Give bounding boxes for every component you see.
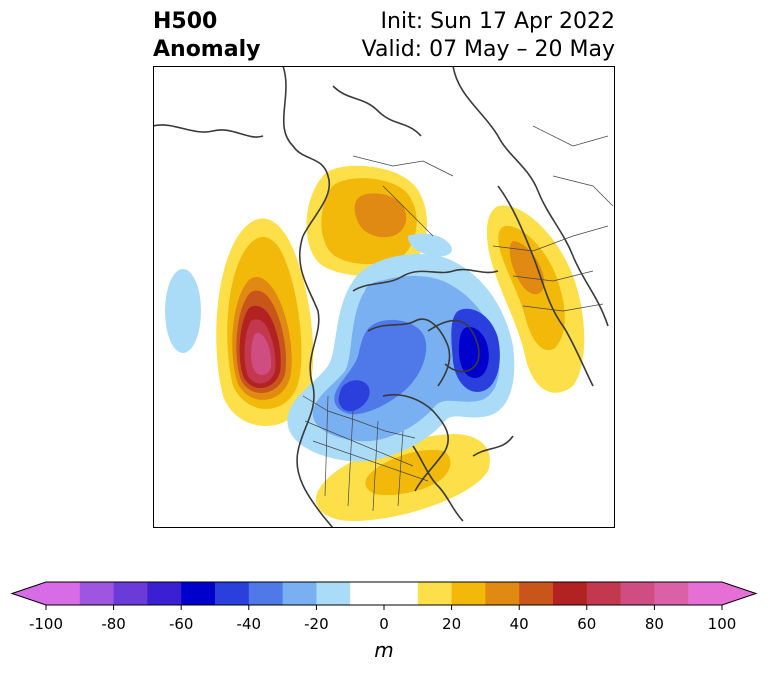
central-pacific-trough <box>165 269 201 353</box>
colorbar-segment <box>519 582 554 605</box>
colorbar-segment <box>485 582 520 605</box>
europe-ridge <box>486 205 585 393</box>
colorbar-segment <box>147 582 182 605</box>
colorbar-segment <box>654 582 689 605</box>
political-borders <box>302 125 614 512</box>
title-left: H500 Anomaly <box>153 8 260 64</box>
colorbar-segment <box>113 582 148 605</box>
title-valid: Valid: 07 May – 20 May <box>361 37 615 62</box>
colorbar-segment <box>215 582 250 605</box>
colorbar: -100 -80 -60 -40 -20 0 20 40 60 80 100 m <box>10 581 758 662</box>
colorbar-segment <box>79 582 115 605</box>
title-variable: H500 <box>153 9 218 34</box>
colorbar-ticks: -100 -80 -60 -40 -20 0 20 40 60 80 100 <box>29 605 736 633</box>
colorbar-tick-label: 80 <box>645 615 664 633</box>
canada-atlantic-trough <box>287 233 515 462</box>
colorbar-segment <box>553 582 588 605</box>
colorbar-tick-label: -20 <box>304 615 329 633</box>
title-type: Anomaly <box>153 37 261 62</box>
anomaly-map <box>153 66 615 528</box>
title-right: Init: Sun 17 Apr 2022 Valid: 07 May – 20… <box>362 8 615 64</box>
colorbar-segments <box>10 581 758 606</box>
colorbar-tick-label: -60 <box>169 615 194 633</box>
eastern-us-ridge <box>316 434 490 521</box>
anomaly-fields <box>165 165 585 521</box>
colorbar-segment <box>181 582 216 605</box>
colorbar-tick-label: 20 <box>442 615 461 633</box>
colorbar-tick-label: 100 <box>708 615 737 633</box>
colorbar-segment <box>451 582 486 605</box>
title-init: Init: Sun 17 Apr 2022 <box>380 9 615 34</box>
colorbar-tick-label: -100 <box>29 615 63 633</box>
colorbar-segment <box>316 582 351 605</box>
colorbar-extend-low <box>12 582 46 605</box>
ne-pacific-ridge <box>216 218 314 426</box>
colorbar-segment <box>282 582 317 605</box>
map-frame <box>153 66 615 528</box>
colorbar-extend-high <box>722 582 756 605</box>
colorbar-segment <box>586 582 622 605</box>
colorbar-segment <box>620 582 655 605</box>
colorbar-tick-label: -80 <box>101 615 126 633</box>
colorbar-tick-label: -40 <box>237 615 262 633</box>
colorbar-segment <box>46 582 81 605</box>
siberia-ridge <box>306 165 427 276</box>
colorbar-segment <box>417 582 453 605</box>
colorbar-segment <box>350 582 419 605</box>
colorbar-unit-label: m <box>374 638 393 662</box>
colorbar-tick-label: 0 <box>379 615 389 633</box>
colorbar-tick-label: 40 <box>510 615 529 633</box>
coastlines <box>153 66 609 528</box>
colorbar-tick-label: 60 <box>577 615 596 633</box>
colorbar-segment <box>688 582 723 605</box>
colorbar-segment <box>248 582 284 605</box>
